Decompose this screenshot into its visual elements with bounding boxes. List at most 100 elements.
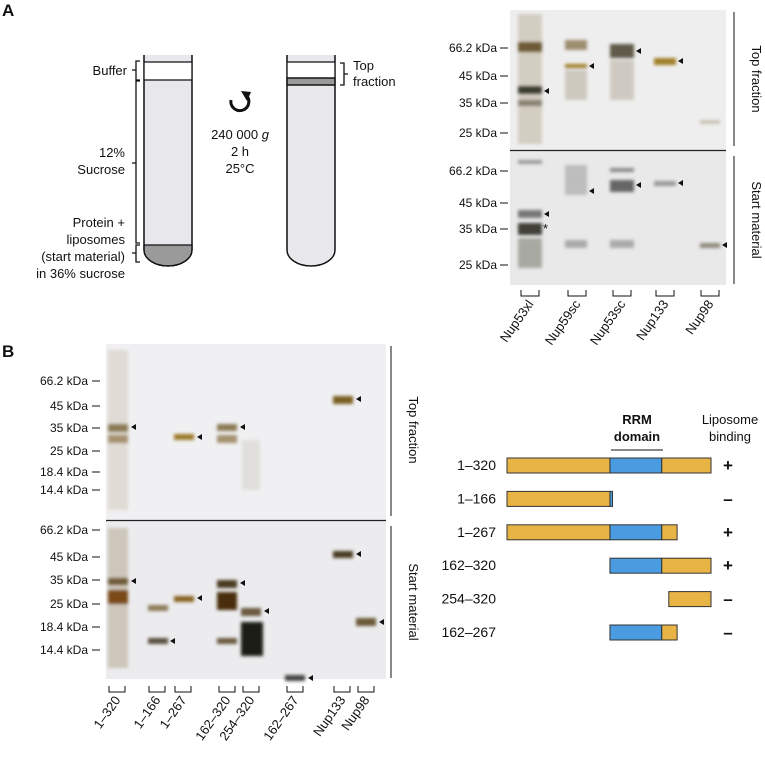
lane-bracket xyxy=(286,686,304,693)
lane-bracket xyxy=(333,686,351,693)
start-label-4: in 36% sucrose xyxy=(36,266,125,281)
sucrose-label-1: 12% xyxy=(99,145,125,160)
lane-bracket xyxy=(218,686,236,693)
gel-a-lanes: Nup53xl Nup59sc Nup53sc Nup133 Nup98 xyxy=(497,290,720,348)
construct-label: 1–320 xyxy=(457,457,496,473)
gel-a-marker-label: 25 kDa xyxy=(459,258,497,272)
lane-label: 1–166 xyxy=(130,693,163,731)
binding-header-1: Liposome xyxy=(702,412,758,427)
gel-b-marker-label: 18.4 kDa xyxy=(40,620,88,634)
construct-segment xyxy=(668,591,712,608)
construct-segment xyxy=(506,457,611,474)
spin-temperature: 25°C xyxy=(225,161,254,176)
construct-diagram: 1–320 +1–166 –1–267 +162–320 +254–320 –162–26… xyxy=(441,456,733,642)
gel-a-marker-label: 25 kDa xyxy=(459,126,497,140)
construct-segment xyxy=(661,457,712,474)
lane-bracket xyxy=(655,290,675,297)
gel-a-marker-label: 35 kDa xyxy=(459,96,497,110)
panel-a-label: A xyxy=(2,1,14,20)
lane-bracket xyxy=(148,686,166,693)
gel-b-marker-label: 18.4 kDa xyxy=(40,465,88,479)
lane-bracket xyxy=(567,290,587,297)
rrm-domain-segment xyxy=(609,557,663,574)
gel-b-bands xyxy=(108,350,376,681)
rrm-domain-segment xyxy=(609,524,663,541)
start-label-2: liposomes xyxy=(66,232,125,247)
construct-segment xyxy=(506,524,611,541)
gel-b-markers: 66.2 kDa 45 kDa 35 kDa 25 kDa 18.4 kDa 14.4 k… xyxy=(40,374,100,657)
top-fraction-label-1: Top xyxy=(353,58,374,73)
gel-b-marker-label: 25 kDa xyxy=(50,444,88,458)
rrm-header-2: domain xyxy=(614,429,660,444)
rrm-domain-segment xyxy=(609,624,663,641)
gel-b-marker-label: 66.2 kDa xyxy=(40,523,88,537)
construct-label: 254–320 xyxy=(441,591,496,607)
binding-result: + xyxy=(723,556,733,575)
binding-header-2: binding xyxy=(709,429,751,444)
gel-b-marker-label: 66.2 kDa xyxy=(40,374,88,388)
lane-label: Nup133 xyxy=(633,297,671,343)
lane-bracket xyxy=(612,290,632,297)
gel-b-arrowheads xyxy=(131,396,384,681)
binding-result: – xyxy=(723,590,732,609)
construct-segment xyxy=(661,524,678,541)
gel-a-marker-label: 66.2 kDa xyxy=(449,164,497,178)
gel-b-marker-label: 45 kDa xyxy=(50,399,88,413)
lane-label: 162–267 xyxy=(260,693,301,743)
clockwise-arrow-icon xyxy=(229,91,251,113)
construct-label: 162–320 xyxy=(441,557,496,573)
construct-row: 162–320 + xyxy=(441,556,733,575)
construct-label: 1–267 xyxy=(457,524,496,540)
lane-label: Nup59sc xyxy=(542,297,584,348)
tube-before xyxy=(132,55,193,267)
construct-row: 1–320 + xyxy=(457,456,733,475)
lane-label: Nup53xl xyxy=(497,297,537,345)
buffer-label: Buffer xyxy=(93,63,128,78)
binding-result: – xyxy=(723,623,732,642)
construct-row: 162–267 – xyxy=(441,623,732,642)
gel-b-marker-label: 14.4 kDa xyxy=(40,483,88,497)
lane-label: Nup53sc xyxy=(587,297,629,348)
gel-a-bands xyxy=(518,14,720,268)
gel-b-top-fraction-label: Top fraction xyxy=(406,396,421,463)
gel-a: * xyxy=(510,10,727,285)
top-fraction-label-2: fraction xyxy=(353,74,396,89)
gel-b xyxy=(106,344,386,681)
lane-bracket xyxy=(357,686,375,693)
construct-segment xyxy=(661,557,712,574)
sucrose-label-2: Sucrose xyxy=(77,162,125,177)
rrm-header-1: RRM xyxy=(622,412,652,427)
lane-label: Nup133 xyxy=(310,693,348,739)
gel-b-marker-label: 25 kDa xyxy=(50,597,88,611)
construct-segment xyxy=(661,624,678,641)
panel-b-label: B xyxy=(2,342,14,361)
gel-a-top-fraction-label: Top fraction xyxy=(749,45,764,112)
rrm-domain-segment xyxy=(609,490,614,507)
binding-result: + xyxy=(723,456,733,475)
lane-bracket xyxy=(700,290,720,297)
gel-b-marker-label: 45 kDa xyxy=(50,550,88,564)
gel-b-marker-label: 35 kDa xyxy=(50,421,88,435)
gel-a-start-material-label: Start material xyxy=(749,181,764,258)
lane-bracket xyxy=(242,686,260,693)
lane-label: Nup98 xyxy=(682,297,716,337)
gel-a-marker-label: 35 kDa xyxy=(459,222,497,236)
gel-a-marker-label: 45 kDa xyxy=(459,196,497,210)
construct-row: 1–166 – xyxy=(457,489,733,508)
construct-segment xyxy=(506,490,611,507)
start-label-1: Protein + xyxy=(73,215,125,230)
lane-bracket xyxy=(174,686,192,693)
rrm-domain-segment xyxy=(609,457,663,474)
start-label-3: (start material) xyxy=(41,249,125,264)
construct-row: 1–267 + xyxy=(457,523,733,542)
construct-row: 254–320 – xyxy=(441,590,732,609)
lane-label: 1–320 xyxy=(90,693,123,731)
gel-a-arrowheads xyxy=(544,48,727,248)
spin-time: 2 h xyxy=(231,144,249,159)
gel-b-marker-label: 14.4 kDa xyxy=(40,643,88,657)
gel-b-marker-label: 35 kDa xyxy=(50,573,88,587)
gel-a-markers: 66.2 kDa 45 kDa 35 kDa 25 kDa 66.2 kDa 45 kDa… xyxy=(449,41,508,272)
asterisk: * xyxy=(543,221,548,236)
